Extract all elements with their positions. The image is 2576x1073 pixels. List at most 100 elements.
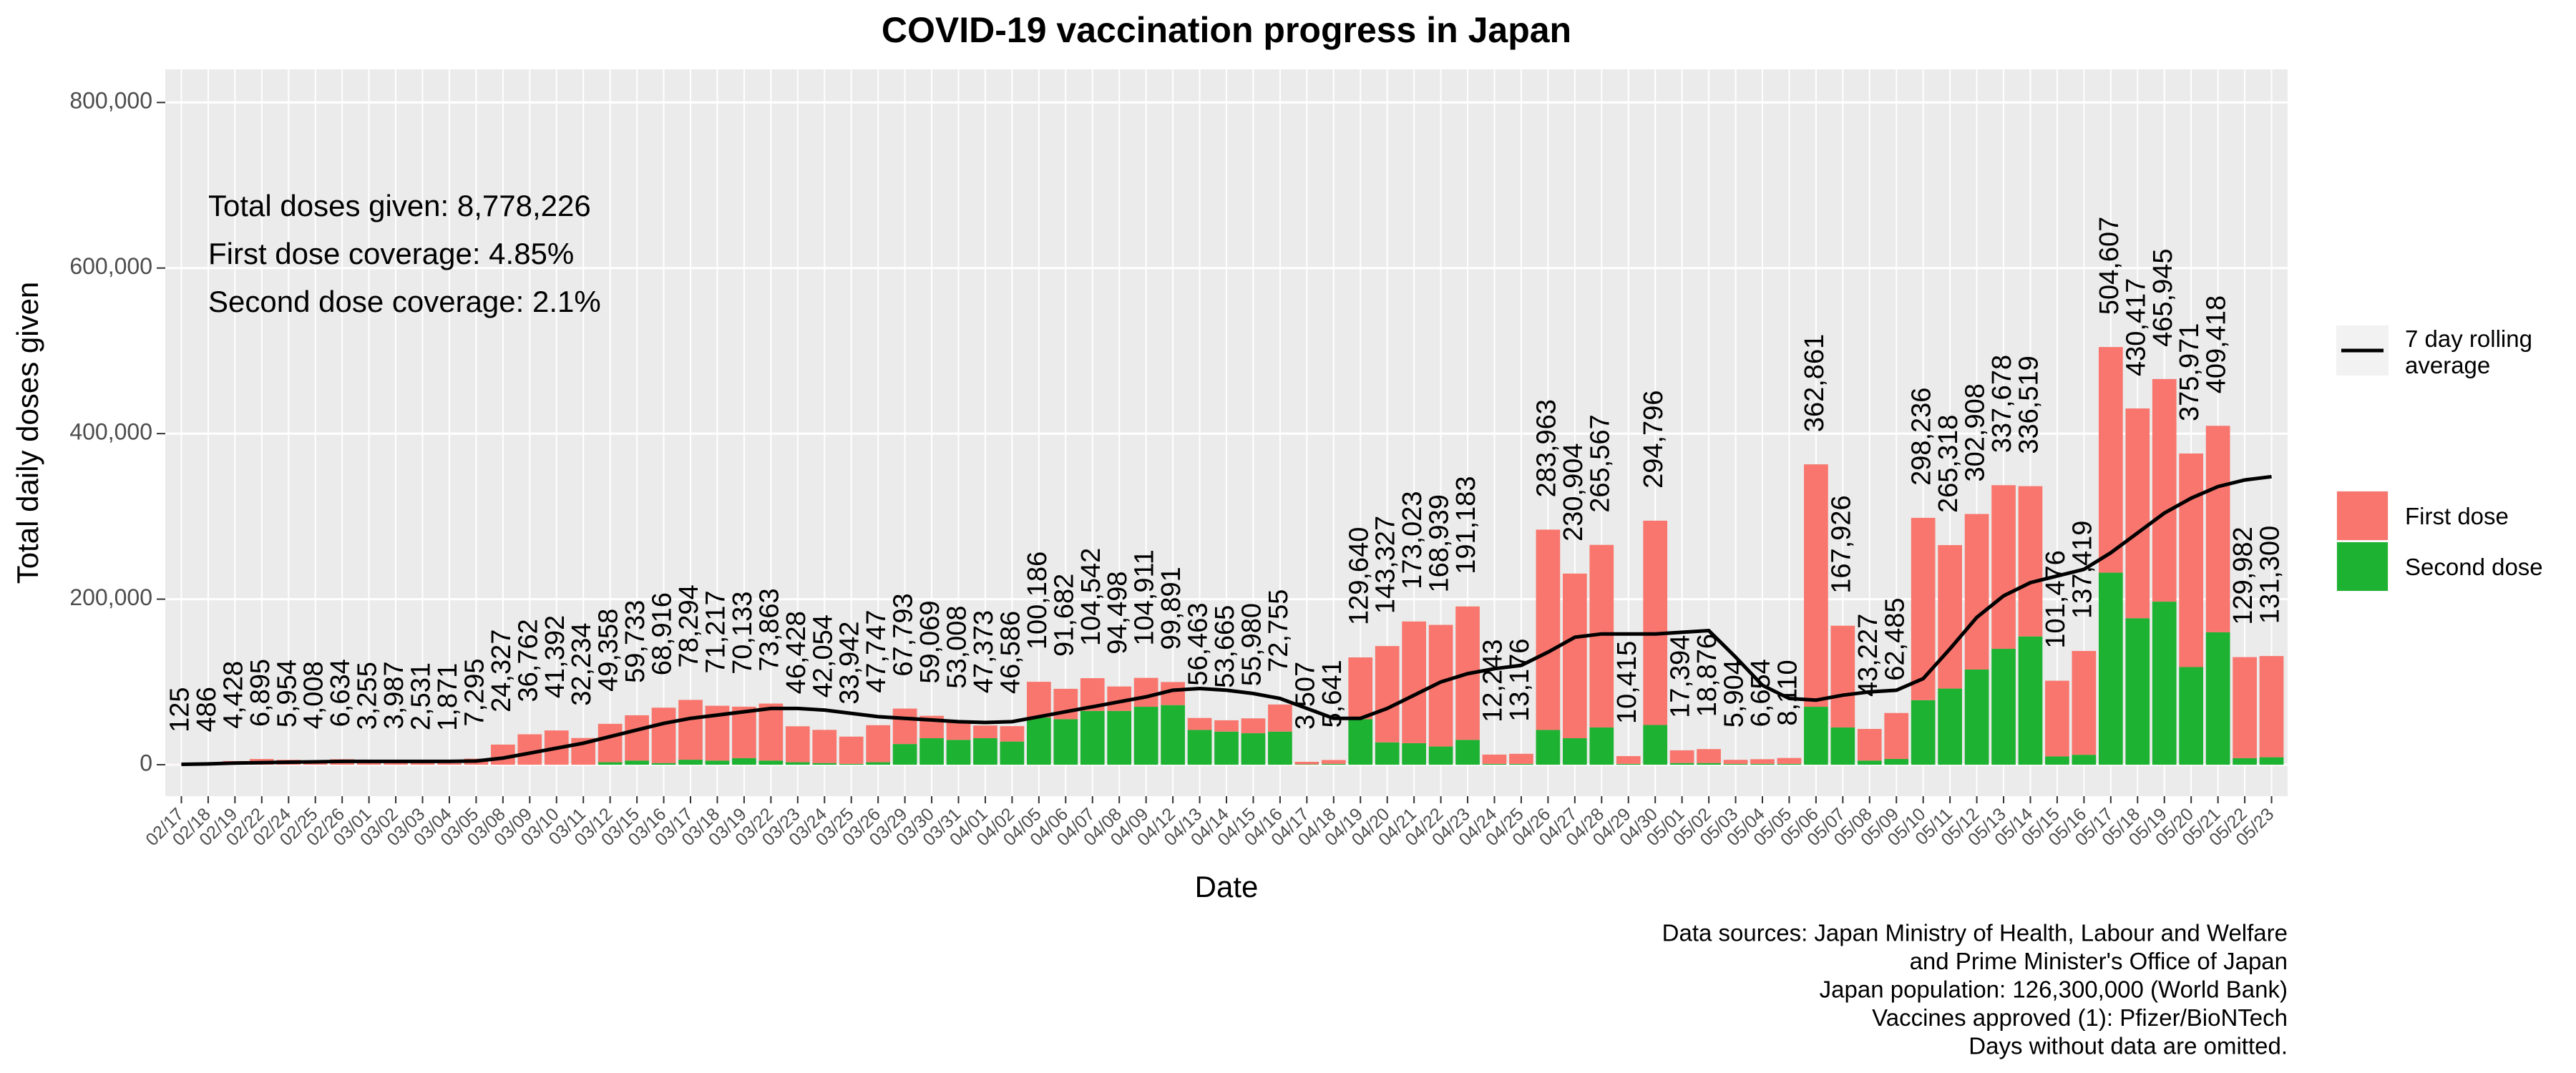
bar-segment	[651, 707, 676, 763]
total-label: 191,183	[1451, 476, 1481, 574]
total-label: 13,176	[1505, 639, 1535, 722]
total-label: 67,793	[889, 593, 919, 676]
bar-segment	[1027, 717, 1051, 765]
bar-segment	[1241, 718, 1266, 734]
total-label: 3,507	[1290, 662, 1320, 730]
annotation: Second dose coverage: 2.1%	[208, 285, 601, 318]
bar-segment	[678, 760, 703, 765]
total-label: 53,665	[1210, 605, 1240, 688]
bar-segment	[973, 725, 997, 738]
annotation: First dose coverage: 4.85%	[208, 237, 574, 270]
total-label: 5,954	[272, 660, 302, 727]
bar-segment	[1589, 727, 1614, 765]
bar-segment	[625, 760, 649, 765]
y-tick-label: 400,000	[69, 419, 152, 445]
legend-swatch	[2337, 491, 2388, 540]
bar-segment	[1964, 669, 1989, 765]
bar-segment	[2018, 636, 2043, 765]
bar-segment	[625, 715, 649, 761]
bar-segment	[678, 700, 703, 760]
bar-segment	[1643, 725, 1668, 765]
total-label: 2,531	[406, 662, 436, 730]
bar-segment	[2233, 758, 2257, 765]
total-label: 1,871	[433, 663, 463, 731]
y-tick-label: 600,000	[69, 253, 152, 279]
total-label: 125	[165, 687, 195, 732]
total-label: 3,255	[353, 662, 383, 730]
total-label: 10,415	[1612, 641, 1642, 724]
bar-segment	[1241, 733, 1266, 765]
bar-segment	[919, 738, 944, 765]
bar-segment	[1536, 529, 1561, 730]
bar-segment	[1669, 750, 1694, 763]
bar-segment	[2179, 667, 2204, 765]
total-label: 6,895	[245, 659, 275, 727]
bar-segment	[2205, 426, 2230, 632]
bar-segment	[866, 762, 891, 765]
total-label: 430,417	[2121, 278, 2151, 376]
total-label: 167,926	[1826, 495, 1856, 593]
bar-segment	[1723, 760, 1748, 764]
bar-segment	[1402, 743, 1426, 765]
grid	[165, 69, 2288, 796]
total-label: 336,519	[2014, 356, 2044, 454]
bar-segment	[785, 726, 810, 763]
bar-segment	[1562, 573, 1587, 738]
bar-segment	[1750, 763, 1775, 765]
bar-segment	[1375, 646, 1400, 743]
bar-segment	[2098, 347, 2123, 573]
bar-segment	[2205, 632, 2230, 765]
bar-segment	[705, 760, 730, 765]
total-label: 43,227	[1853, 614, 1883, 697]
total-label: 101,476	[2041, 550, 2071, 648]
bar-segment	[1804, 707, 1828, 765]
bar-segment	[1268, 704, 1292, 732]
total-label: 137,419	[2067, 521, 2097, 619]
bar-segment	[1080, 710, 1105, 765]
total-label: 72,755	[1264, 589, 1294, 672]
total-label: 504,607	[2094, 217, 2124, 315]
bar-segment	[1777, 763, 1802, 765]
chart-title: COVID-19 vaccination progress in Japan	[882, 10, 1571, 50]
bar-segment	[2125, 618, 2150, 765]
total-label: 486	[192, 687, 222, 732]
total-label: 32,234	[567, 622, 597, 705]
total-label: 302,908	[1961, 383, 1991, 481]
bar-segment	[946, 720, 971, 740]
total-label: 24,327	[487, 629, 517, 712]
total-label: 298,236	[1907, 388, 1937, 486]
bar-segment	[866, 725, 891, 763]
total-label: 230,904	[1558, 443, 1589, 541]
bar-segment	[1938, 545, 1962, 689]
total-label: 100,186	[1023, 552, 1053, 650]
total-label: 42,054	[808, 614, 838, 697]
bar-segment	[2072, 755, 2097, 765]
y-tick-label: 800,000	[69, 88, 152, 114]
annotation: Total doses given: 8,778,226	[208, 189, 591, 222]
bar-segment	[839, 736, 864, 764]
total-label: 94,498	[1103, 571, 1133, 654]
total-label: 129,982	[2228, 526, 2258, 624]
bar-segment	[1562, 738, 1587, 765]
total-label: 6,634	[326, 659, 356, 727]
caption: Days without data are omitted.	[1968, 1033, 2288, 1059]
total-label: 465,945	[2148, 248, 2178, 346]
total-label: 59,733	[620, 600, 650, 683]
bar-segment	[1938, 688, 1962, 765]
bar-segment	[1697, 749, 1721, 763]
bar-segment	[1161, 705, 1185, 765]
bar-segment	[651, 763, 676, 765]
total-label: 294,796	[1639, 391, 1669, 489]
bar-segment	[1509, 763, 1533, 765]
caption: and Prime Minister's Office of Japan	[1910, 948, 2288, 974]
bar-segment	[1697, 763, 1721, 765]
bar-segment	[1911, 517, 1936, 700]
total-label: 36,762	[513, 619, 543, 702]
bar-segment	[1402, 621, 1426, 743]
bar-segment	[1214, 720, 1239, 732]
bar-segment	[2045, 756, 2069, 765]
bar-segment	[491, 744, 515, 765]
y-tick-label: 200,000	[69, 584, 152, 610]
total-label: 409,418	[2202, 295, 2232, 393]
